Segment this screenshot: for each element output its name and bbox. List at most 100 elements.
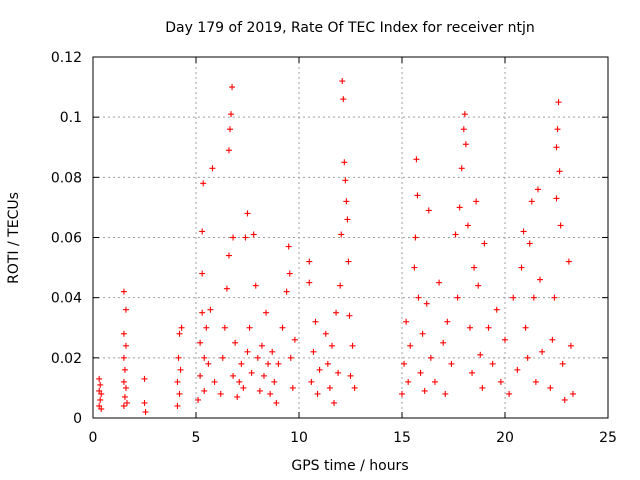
data-point: [524, 354, 531, 361]
data-point: [528, 198, 535, 205]
data-point: [120, 354, 127, 361]
data-point: [244, 210, 251, 217]
data-point: [347, 372, 354, 379]
data-point: [475, 282, 482, 289]
data-point: [421, 387, 428, 394]
data-point: [275, 360, 282, 367]
data-point: [554, 126, 561, 133]
x-tick-label: 10: [290, 430, 308, 446]
data-point: [518, 264, 525, 271]
data-point: [405, 378, 412, 385]
data-point: [120, 330, 127, 337]
data-point: [431, 378, 438, 385]
data-point: [177, 366, 184, 373]
data-point: [230, 234, 237, 241]
data-point: [324, 360, 331, 367]
data-point: [96, 402, 103, 409]
data-point: [225, 252, 232, 259]
x-tick-label: 0: [89, 430, 98, 446]
data-point: [209, 165, 216, 172]
data-point: [252, 282, 259, 289]
data-point: [141, 399, 148, 406]
data-point: [314, 390, 321, 397]
data-point: [120, 402, 127, 409]
data-point: [246, 324, 253, 331]
data-point: [226, 126, 233, 133]
data-point: [199, 270, 206, 277]
data-point: [273, 399, 280, 406]
data-point: [477, 351, 484, 358]
data-point: [238, 360, 245, 367]
data-point: [423, 300, 430, 307]
data-point: [141, 375, 148, 382]
data-point: [547, 384, 554, 391]
data-point: [250, 231, 257, 238]
data-point: [328, 342, 335, 349]
data-point: [411, 264, 418, 271]
data-point: [98, 405, 105, 412]
data-point: [345, 258, 352, 265]
axis-ticks: 0 5 10 15 20 25 0 0.02 0.04 0.06 0.08 0.1 0.12: [51, 50, 617, 446]
data-point: [291, 336, 298, 343]
data-point: [207, 306, 214, 313]
data-point: [473, 198, 480, 205]
data-point: [322, 330, 329, 337]
data-point: [452, 231, 459, 238]
data-point: [211, 378, 218, 385]
data-point: [462, 141, 469, 148]
data-point: [458, 165, 465, 172]
x-tick-label: 15: [393, 430, 411, 446]
data-point: [96, 387, 103, 394]
data-point: [122, 342, 129, 349]
data-point: [244, 348, 251, 355]
plot-frame: [92, 56, 609, 419]
data-point: [413, 156, 420, 163]
data-point: [228, 111, 235, 118]
data-point: [312, 318, 319, 325]
data-point: [569, 390, 576, 397]
data-point: [479, 384, 486, 391]
data-point: [534, 186, 541, 193]
data-point: [230, 372, 237, 379]
data-point: [308, 378, 315, 385]
data-point: [120, 288, 127, 295]
data-point: [489, 360, 496, 367]
data-point: [340, 96, 347, 103]
data-point: [549, 336, 556, 343]
data-point: [121, 366, 128, 373]
data-point: [556, 168, 563, 175]
data-point: [526, 240, 533, 247]
data-point: [331, 399, 338, 406]
data-point: [466, 324, 473, 331]
data-point: [557, 222, 564, 229]
data-point: [205, 360, 212, 367]
data-point: [344, 216, 351, 223]
data-point: [236, 378, 243, 385]
y-tick-label: 0.02: [51, 351, 82, 367]
data-point: [440, 339, 447, 346]
x-tick-label: 20: [496, 430, 514, 446]
data-point: [98, 390, 105, 397]
data-point: [221, 324, 228, 331]
data-point: [306, 258, 313, 265]
data-point: [502, 336, 508, 343]
data-point: [401, 360, 408, 367]
data-point: [265, 360, 272, 367]
data-point: [565, 258, 572, 265]
data-point: [532, 378, 539, 385]
data-point: [176, 330, 183, 337]
data-point: [559, 360, 566, 367]
y-tick-label: 0.04: [51, 291, 82, 307]
data-point: [219, 354, 226, 361]
data-point: [553, 195, 560, 202]
data-point: [337, 282, 344, 289]
data-point: [310, 348, 317, 355]
data-point: [522, 324, 529, 331]
data-point: [425, 207, 432, 214]
data-point: [399, 390, 405, 397]
data-point: [254, 354, 261, 361]
data-point: [342, 177, 349, 184]
data-point: [201, 354, 208, 361]
data-point: [341, 159, 348, 166]
